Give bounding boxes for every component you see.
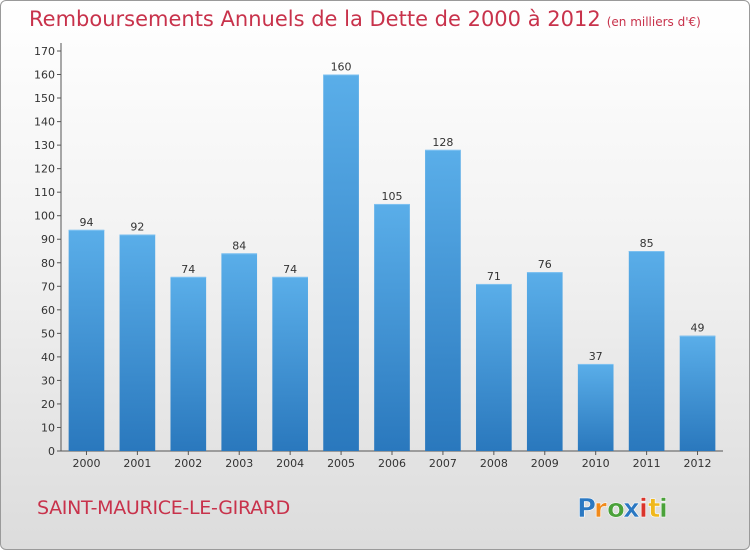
y-tick-label: 30 xyxy=(41,374,55,387)
y-tick-label: 0 xyxy=(48,445,55,458)
y-tick-label: 80 xyxy=(41,257,55,270)
x-tick-label: 2012 xyxy=(684,457,712,470)
y-tick-label: 70 xyxy=(41,280,55,293)
y-tick-label: 170 xyxy=(34,45,55,58)
logo-letter: t xyxy=(648,494,660,524)
x-tick-label: 2002 xyxy=(174,457,202,470)
x-tick-label: 2000 xyxy=(72,457,100,470)
y-tick-label: 10 xyxy=(41,421,55,434)
bar xyxy=(170,276,207,451)
data-label: 85 xyxy=(640,237,654,250)
x-tick-label: 2009 xyxy=(531,457,559,470)
data-label: 92 xyxy=(130,221,144,234)
data-label: 74 xyxy=(283,263,297,276)
x-tick-label: 2004 xyxy=(276,457,304,470)
data-label: 105 xyxy=(382,190,403,203)
y-tick-label: 90 xyxy=(41,233,55,246)
data-label: 128 xyxy=(432,136,453,149)
bar xyxy=(119,234,156,451)
y-tick-label: 100 xyxy=(34,210,55,223)
y-tick-label: 140 xyxy=(34,116,55,129)
bar xyxy=(221,253,258,451)
data-label: 49 xyxy=(691,322,705,335)
logo-letter: P xyxy=(577,494,596,524)
data-label: 37 xyxy=(589,350,603,363)
y-tick-label: 50 xyxy=(41,327,55,340)
x-tick-label: 2003 xyxy=(225,457,253,470)
bar xyxy=(272,276,308,451)
proxiti-logo: Pr ox i ti xyxy=(577,494,669,525)
chart-subtitle: (en milliers d'€) xyxy=(606,15,701,29)
x-tick-label: 2007 xyxy=(429,457,457,470)
bar xyxy=(577,363,614,451)
y-tick-label: 20 xyxy=(41,398,55,411)
x-tick-label: 2010 xyxy=(582,457,610,470)
logo-letter: o xyxy=(607,494,625,524)
y-tick-label: 130 xyxy=(34,139,55,152)
data-label: 74 xyxy=(181,263,195,276)
logo-letter: i xyxy=(659,494,668,524)
bar xyxy=(374,203,410,451)
x-tick-label: 2005 xyxy=(327,457,355,470)
bar xyxy=(628,251,665,451)
data-label: 76 xyxy=(538,258,552,271)
y-tick-label: 160 xyxy=(34,69,55,82)
bar xyxy=(679,335,716,451)
data-label: 160 xyxy=(331,61,352,74)
x-tick-label: 2006 xyxy=(378,457,406,470)
x-tick-label: 2008 xyxy=(480,457,508,470)
x-tick-label: 2011 xyxy=(633,457,661,470)
y-tick-label: 150 xyxy=(34,92,55,105)
bar xyxy=(323,74,359,451)
bar-chart: 0 10 20 30 40 50 60 70 80 90 100 110 120 130 140 150 160… xyxy=(34,43,723,470)
bar xyxy=(68,229,105,451)
bar xyxy=(476,283,512,451)
logo-letter: i xyxy=(639,494,648,524)
y-tick-label: 40 xyxy=(41,351,55,364)
data-label: 94 xyxy=(79,216,93,229)
chart-title: Remboursements Annuels de la Dette de 20… xyxy=(29,7,701,31)
x-tick-label: 2001 xyxy=(123,457,151,470)
commune-name: SAINT-MAURICE-LE-GIRARD xyxy=(37,497,291,519)
bar xyxy=(526,272,563,451)
logo-letter: r xyxy=(594,494,607,524)
y-tick-label: 120 xyxy=(34,163,55,176)
data-label: 84 xyxy=(232,239,246,252)
logo-letter: x xyxy=(623,494,640,524)
bar xyxy=(425,149,461,451)
data-label: 71 xyxy=(487,270,501,283)
y-tick-label: 110 xyxy=(34,186,55,199)
y-tick-label: 60 xyxy=(41,304,55,317)
title-text: Remboursements Annuels de la Dette de 20… xyxy=(29,7,601,31)
